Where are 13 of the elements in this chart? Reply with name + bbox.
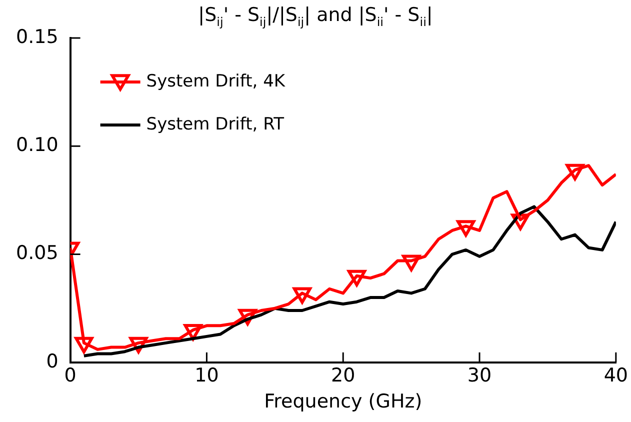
y-tick-label: 0.05 bbox=[16, 242, 58, 264]
y-tick-label: 0.10 bbox=[16, 134, 58, 156]
x-tick-label: 20 bbox=[331, 364, 356, 387]
y-tick-label: 0.15 bbox=[16, 26, 58, 48]
x-tick-label: 30 bbox=[467, 364, 492, 387]
legend-label: System Drift, 4K bbox=[146, 71, 286, 92]
x-tick-label: 10 bbox=[194, 364, 219, 387]
x-axis-title: Frequency (GHz) bbox=[264, 390, 422, 413]
chart-title: |S$_{ij}$' - S$_{ij}$|/|S$_{ij}$| and |S$_{ii}$' - S$_{ii}$| bbox=[198, 4, 433, 29]
y-tick-label: 0 bbox=[46, 350, 58, 372]
x-tick-label: 0 bbox=[64, 364, 76, 387]
x-tick-label: 40 bbox=[604, 364, 628, 387]
legend-label: System Drift, RT bbox=[146, 114, 285, 134]
